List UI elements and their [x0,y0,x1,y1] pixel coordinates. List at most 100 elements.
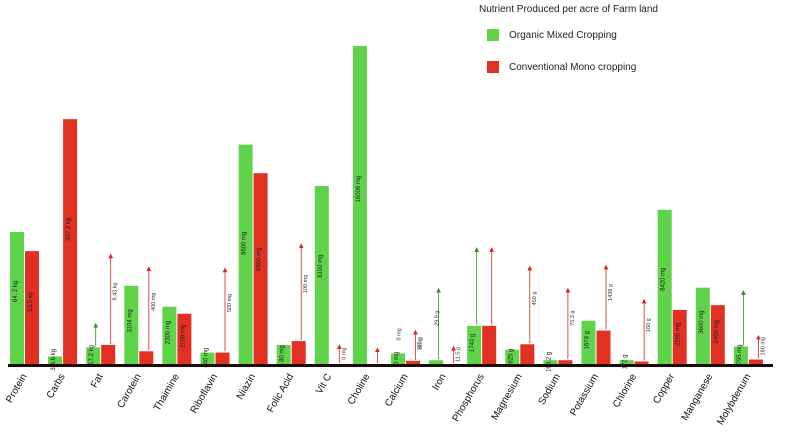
arrow-label-8: 30 g [418,338,424,349]
data-label-organic-mixed-cropping-fat: 17.2 kg [89,345,95,365]
data-label-organic-mixed-cropping-niazin: 8600 mg [242,232,248,255]
x-tick-label-chlorine: Chlorine [611,372,639,410]
data-label-organic-mixed-cropping-copper: 8420 mg [661,267,667,290]
data-label-conventional-mono-cropping-carbs: 307.2 kg [66,218,72,241]
bar-organic-mixed-cropping-protein [10,232,24,364]
bar-organic-mixed-cropping-iron [429,360,444,364]
arrow-label-12: 75.3 g [570,311,576,326]
data-label-organic-mixed-cropping-calcium: 0 mg [394,352,400,365]
data-label-organic-mixed-cropping-folic-acid: 80 mg [280,345,286,362]
legend-swatch-organic [487,29,499,41]
data-label-organic-mixed-cropping-carbs: 3-4.6 kg [51,349,57,371]
bar-conventional-mono-cropping-phosphorus [482,325,497,364]
bar-conventional-mono-cropping-copper [672,309,687,364]
x-tick-label-phosphorus: Phosphorus [451,372,487,424]
x-tick-label-molybdenum: Molybdenum [715,372,753,427]
arrow-label-15: 180 mg [760,337,766,355]
bar-organic-mixed-cropping-copper [657,209,672,364]
legend-item-organic: Organic Mixed Cropping [487,29,787,41]
x-tick-label-carotein: Carotein [115,372,143,410]
data-label-organic-mixed-cropping-chlorine: 172 g [623,354,629,369]
bar-organic-mixed-cropping-molybdenum [733,346,748,364]
x-axis-line [8,364,773,367]
arrow-label-6: 303 g [418,337,424,351]
bar-conventional-mono-cropping-manganese [710,305,725,364]
data-label-organic-mixed-cropping-protein: 64. 2 kg [13,281,19,302]
legend-item-conventional: Conventional Mono cropping [487,61,787,73]
bar-conventional-mono-cropping-niazin [253,173,268,364]
bar-conventional-mono-cropping-folic-acid [291,341,306,364]
bar-conventional-mono-cropping-protein [25,251,39,364]
bar-organic-mixed-cropping-potassium [581,320,596,364]
x-tick-label-niazin: Niazin [235,372,258,402]
data-label-conventional-mono-cropping-copper: 2200 mg [676,323,682,346]
chart-title: Nutrient Produced per acre of Farm land [479,4,658,15]
x-tick-label-protein: Protein [4,372,29,405]
data-label-organic-mixed-cropping-molybdenum: 795 mg [737,344,743,364]
bar-organic-mixed-cropping-manganese [695,287,710,364]
data-label-conventional-mono-cropping-manganese: 2400 mg [714,320,720,343]
x-tick-label-thaimine: Thaimine [152,372,182,413]
x-tick-label-vit-c: Vit C [314,372,334,396]
bar-organic-mixed-cropping-vit-c [314,185,329,364]
bar-organic-mixed-cropping-carotein [124,285,139,364]
bar-conventional-mono-cropping-calcium [406,360,420,364]
bar-organic-mixed-cropping-chlorine [619,360,634,364]
legend-label-conventional: Conventional Mono cropping [509,61,637,73]
x-tick-label-copper: Copper [651,371,677,405]
bar-conventional-mono-cropping-thaimine [177,313,192,364]
x-tick-label-riboflavin: Riboflavin [189,372,220,416]
arrow-label-14: 160 g [646,318,652,332]
legend-swatch-conventional [487,61,499,73]
bar-organic-mixed-cropping-thaimine [162,306,177,364]
bar-conventional-mono-cropping-chlorine [634,361,649,364]
arrow-label-13: 1439 g [608,284,614,301]
bar-organic-mixed-cropping-carbs [48,356,63,364]
data-label-conventional-mono-cropping-thaimine: 2108 mg [180,325,186,348]
x-tick-label-calcium: Calcium [383,372,411,409]
data-label-organic-mixed-cropping-thaimine: 2300 mg [165,321,171,344]
arrow-label-1: 400 mg [151,292,157,310]
bar-conventional-mono-cropping-fat [101,344,116,364]
legend: Nutrient Produced per acre of Farm land … [479,4,787,73]
legend-label-organic: Organic Mixed Cropping [509,29,617,41]
bar-conventional-mono-cropping-sodium [558,360,573,364]
data-label-organic-mixed-cropping-choline: 16006 mg [356,176,362,203]
data-label-organic-mixed-cropping-vit-c: 8100 mg [318,254,324,277]
data-label-organic-mixed-cropping-carotein: 3104 mg [127,309,133,332]
bar-organic-mixed-cropping-choline [352,46,367,364]
bar-organic-mixed-cropping-phosphorus [467,325,482,364]
x-tick-label-manganese: Manganese [680,372,716,423]
data-label-conventional-mono-cropping-protein: 53.5 kg [28,292,34,312]
x-tick-label-choline: Choline [346,372,373,407]
arrow-label-10: 11.5 g [456,347,462,362]
data-label-organic-mixed-cropping-phosphorus: 1740 g [470,334,476,352]
bar-organic-mixed-cropping-sodium [543,360,558,364]
bar-organic-mixed-cropping-folic-acid [276,344,291,364]
bar-conventional-mono-cropping-magnesium [520,344,535,364]
data-label-organic-mixed-cropping-magnesium: 625 g [508,349,514,364]
data-label-organic-mixed-cropping-potassium: 1678 g [585,331,591,349]
arrow-label-11: 450 g [532,292,538,306]
arrow-label-4: 0 mg [341,347,347,359]
bar-organic-mixed-cropping-calcium [391,353,405,364]
bar-conventional-mono-cropping-carbs [63,119,78,364]
x-tick-label-folic-acid: Folic Acid [265,372,296,415]
bar-conventional-mono-cropping-molybdenum [748,359,763,364]
data-label-organic-mixed-cropping-riboflavin: 440 mg [204,348,210,368]
arrow-label-2: 500 mg [227,294,233,312]
data-label-conventional-mono-cropping-niazin: 8500 mg [257,247,263,270]
bar-organic-mixed-cropping-niazin [238,144,253,364]
x-tick-label-potassium: Potassium [568,372,601,418]
x-tick-label-sodium: Sodium [537,372,563,407]
bar-conventional-mono-cropping-potassium [596,330,611,364]
x-tick-label-carbs: Carbs [45,372,68,401]
bar-organic-mixed-cropping-fat [86,347,101,364]
bar-conventional-mono-cropping-carotein [139,351,154,364]
data-label-organic-mixed-cropping-manganese: 3600 mg [699,310,705,333]
x-tick-label-iron: Iron [431,372,449,392]
bar-organic-mixed-cropping-riboflavin [200,352,215,364]
bar-conventional-mono-cropping-riboflavin [215,352,230,364]
x-tick-label-magnesium: Magnesium [490,372,525,422]
